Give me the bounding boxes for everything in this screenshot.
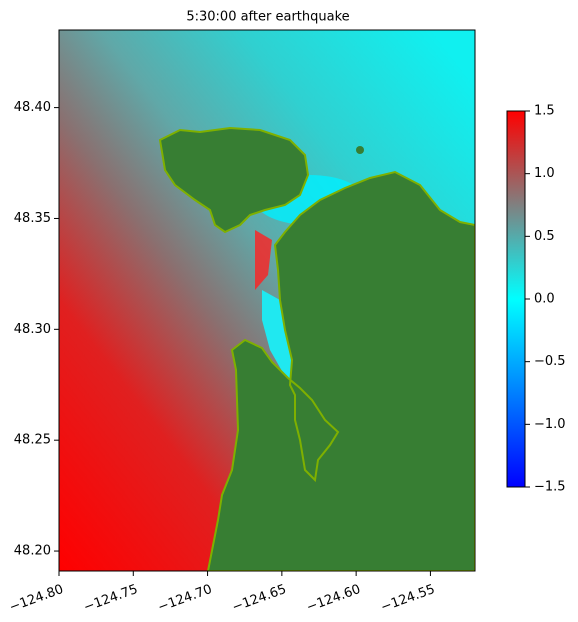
y-tick-label: 48.30 — [14, 322, 51, 337]
x-tick-label: −124.65 — [230, 582, 288, 615]
colorbar — [506, 110, 526, 488]
map-area — [59, 30, 475, 571]
x-tick-label: −124.80 — [7, 582, 65, 615]
colorbar-tick-label: 1.0 — [534, 166, 555, 181]
red-patch — [255, 230, 272, 290]
colorbar-tick-label: 1.5 — [534, 104, 555, 119]
x-tick-label: −124.55 — [379, 582, 437, 615]
islet — [356, 146, 364, 154]
y-tick-label: 48.35 — [14, 211, 51, 226]
colorbar-tick-label: 0.5 — [534, 229, 555, 244]
mainland — [206, 170, 475, 571]
colorbar-tick-label: −1.5 — [534, 480, 566, 495]
axes-frame — [58, 29, 476, 572]
x-tick-label: −124.60 — [305, 582, 363, 615]
x-tick-label: −124.70 — [156, 582, 214, 615]
y-tick-label: 48.40 — [14, 100, 51, 115]
island — [158, 126, 310, 234]
colorbar-tick-label: −0.5 — [534, 354, 566, 369]
colorbar-tick-label: 0.0 — [534, 292, 555, 307]
map-title: 5:30:00 after earthquake — [186, 10, 349, 25]
y-tick-label: 48.25 — [14, 433, 51, 448]
y-tick-label: 48.20 — [14, 544, 51, 559]
colorbar-tick-label: −1.0 — [534, 417, 566, 432]
x-tick-label: −124.75 — [82, 582, 140, 615]
